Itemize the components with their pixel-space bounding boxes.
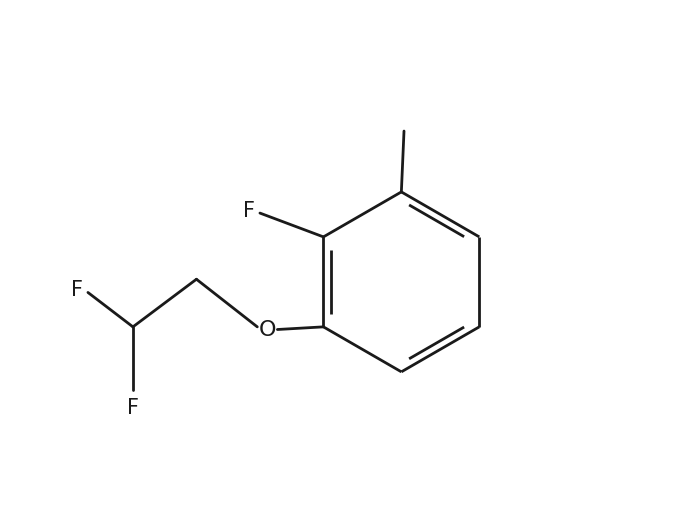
Text: F: F <box>127 398 139 418</box>
Text: F: F <box>71 280 82 300</box>
Text: F: F <box>242 202 255 221</box>
Text: O: O <box>259 320 276 339</box>
